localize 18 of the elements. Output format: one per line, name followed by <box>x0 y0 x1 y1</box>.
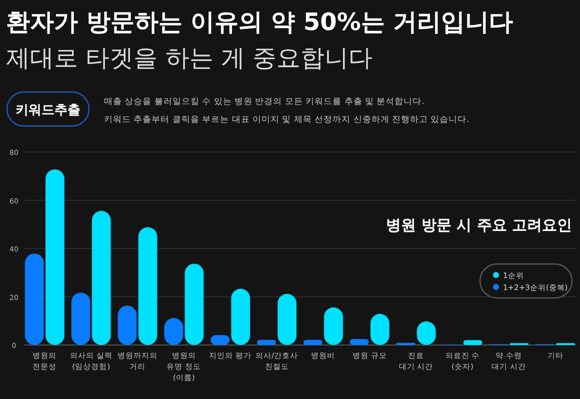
bar <box>24 254 44 345</box>
bar <box>184 264 204 345</box>
bar <box>303 340 322 345</box>
bar <box>231 288 250 345</box>
chart-title: 환자가 방문하는 이유의 약 50%는 거리입니다 <box>6 8 514 36</box>
bar <box>350 338 369 345</box>
bar <box>45 169 64 345</box>
bar <box>257 340 276 345</box>
bar <box>92 210 111 345</box>
chart-subtitle: 제대로 타겟을 하는 게 중요합니다 <box>6 44 373 72</box>
bar <box>71 292 90 345</box>
bar <box>138 227 158 345</box>
bar <box>463 340 482 345</box>
text: 키워드추출 <box>16 103 80 118</box>
text: 매출 상승을 불러일으킬 수 있는 병원 반경의 모든 키워드를 추출 및 분석합니다. <box>104 97 424 107</box>
text: 키워드 추출부터 클릭을 부르는 대표 이미지 및 제목 선정까지 신중하게 진행하고 있습니다. <box>104 115 470 125</box>
bar <box>278 294 297 345</box>
annotation: 병원 방문 시 주요 고려요인 <box>386 216 572 234</box>
